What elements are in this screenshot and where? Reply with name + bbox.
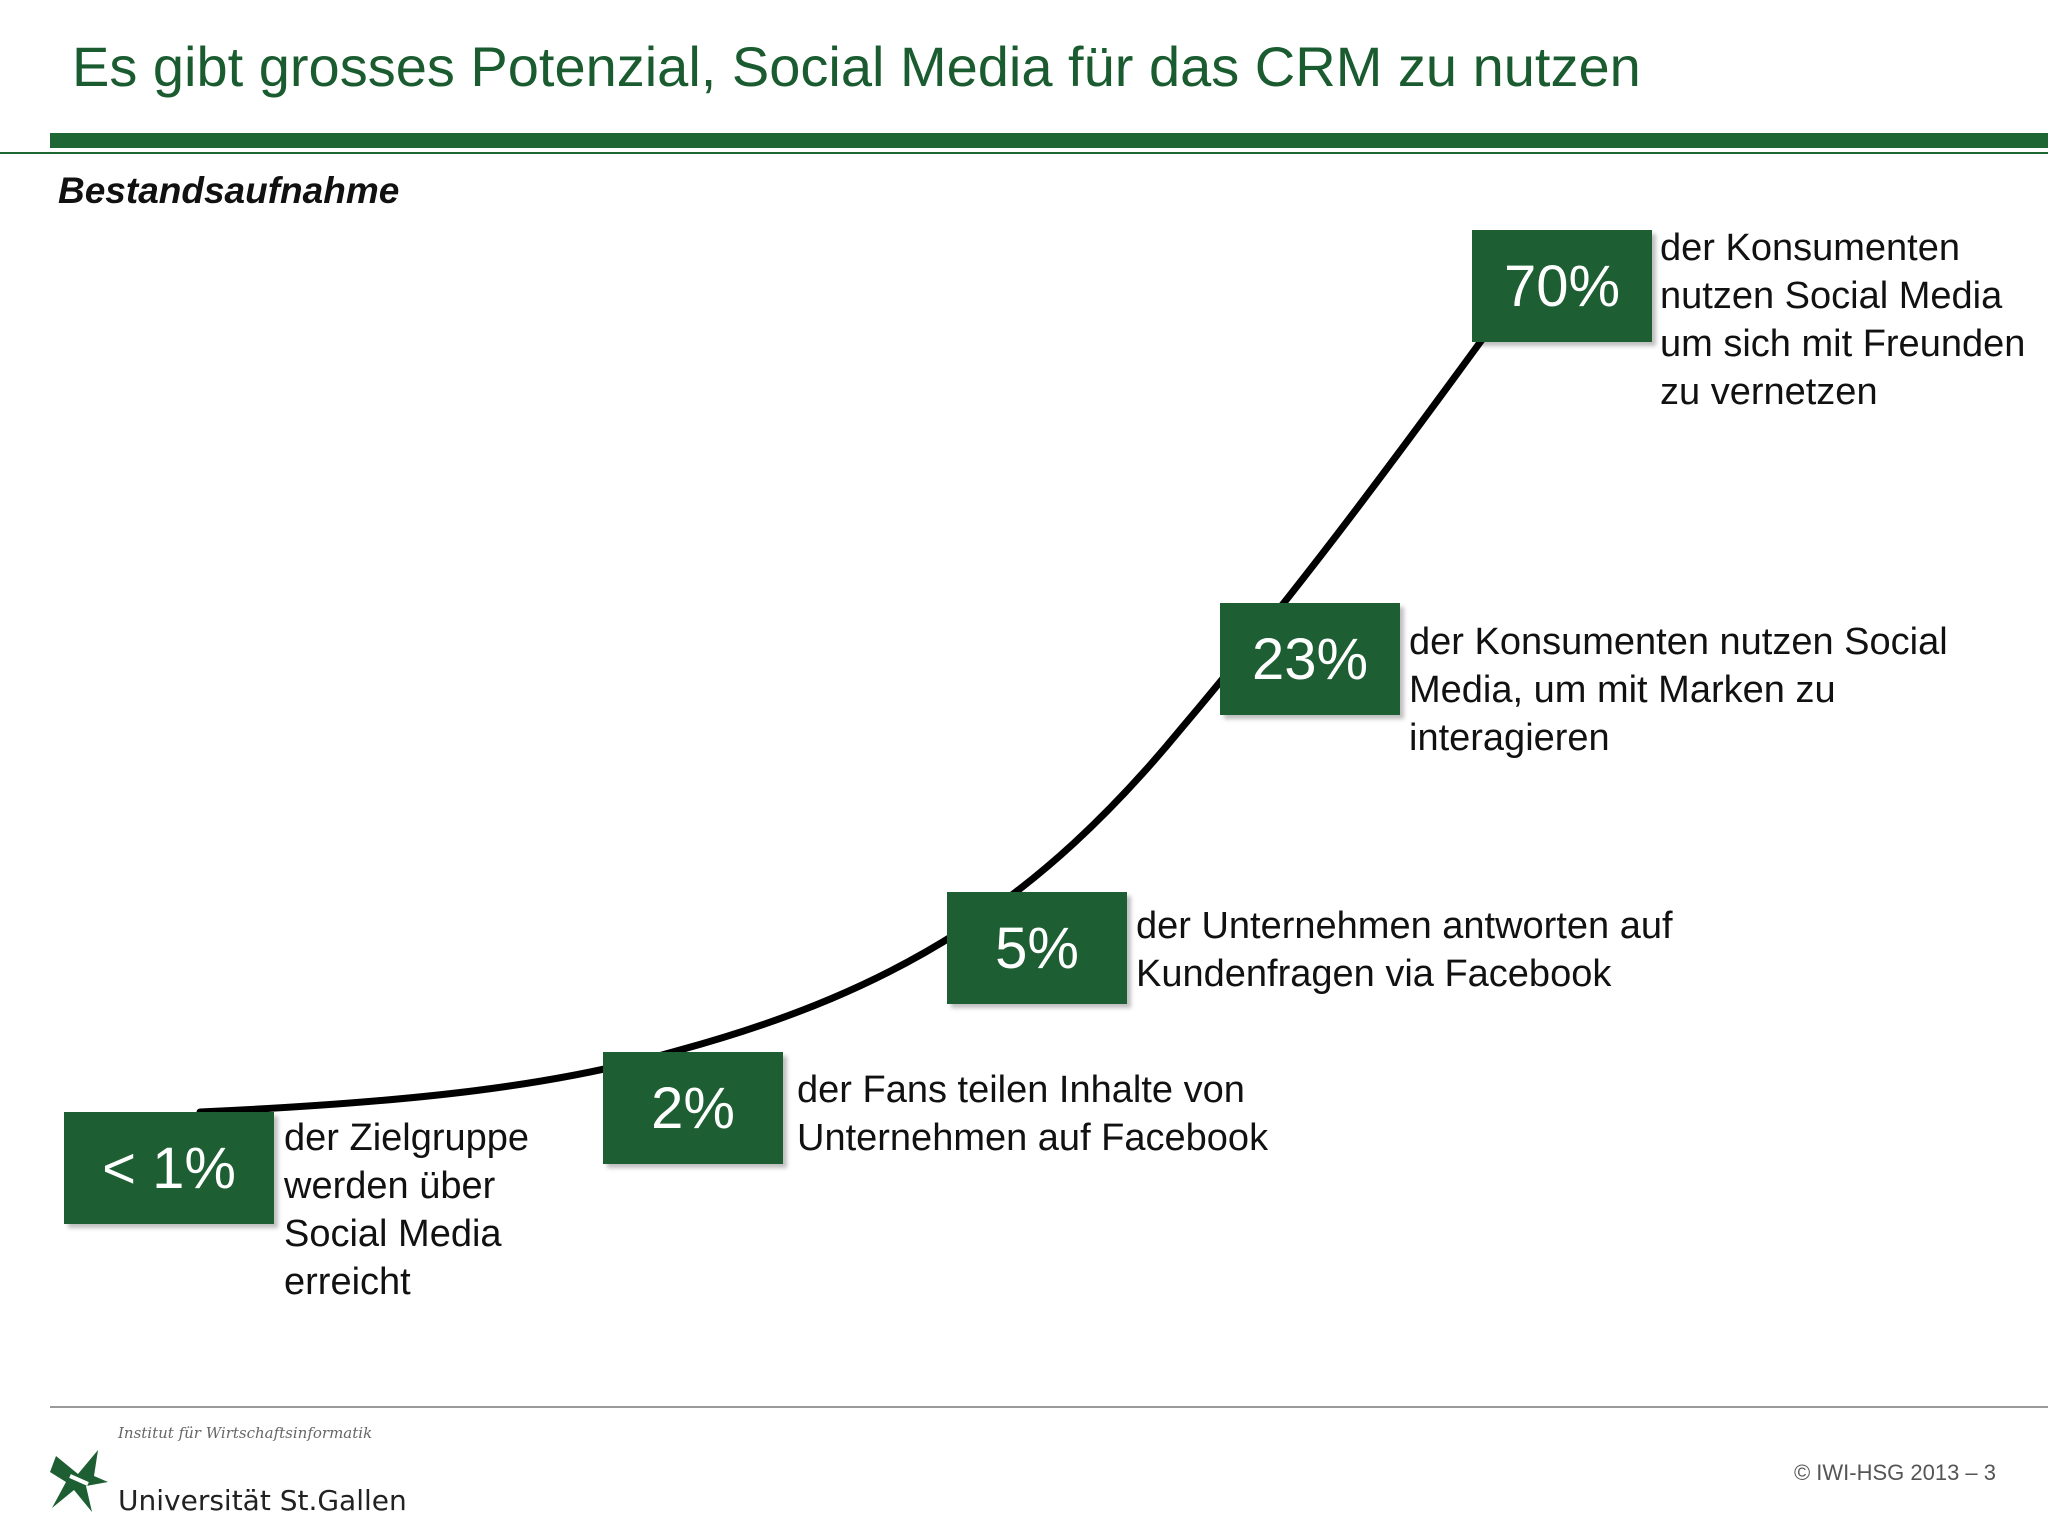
hsg-logo-icon: [50, 1450, 108, 1512]
copyright-notice: © IWI-HSG 2013 – 3: [1793, 1460, 1996, 1485]
stat-description-2: der Fans teilen Inhalte von Unternehmen …: [797, 1069, 1269, 1159]
stat-box-1: < 1%: [64, 1112, 274, 1224]
stat-box-5: 70%: [1472, 230, 1652, 342]
institute-label: Institut für Wirtschaftsinformatik: [118, 1424, 373, 1442]
university-name: Universität St.Gallen: [118, 1484, 407, 1517]
header-rule-thin: [0, 152, 2048, 154]
stat-description-5: der Konsumenten nutzen Social Media um s…: [1660, 227, 2026, 413]
stat-description-3: der Unternehmen antworten auf Kundenfrag…: [1136, 905, 1673, 995]
stat-description-4: der Konsumenten nutzen Social Media, um …: [1409, 621, 1948, 759]
header-rule: [50, 133, 2048, 148]
stat-box-2: 2%: [603, 1052, 783, 1164]
section-subtitle: Bestandsaufnahme: [58, 170, 400, 211]
stat-box-3: 5%: [947, 892, 1127, 1004]
stat-box-4: 23%: [1220, 603, 1400, 715]
slide-title: Es gibt grosses Potenzial, Social Media …: [72, 35, 1641, 98]
footer-rule: [50, 1406, 2048, 1408]
stat-description-1: der Zielgruppe werden über Social Media …: [284, 1117, 530, 1303]
